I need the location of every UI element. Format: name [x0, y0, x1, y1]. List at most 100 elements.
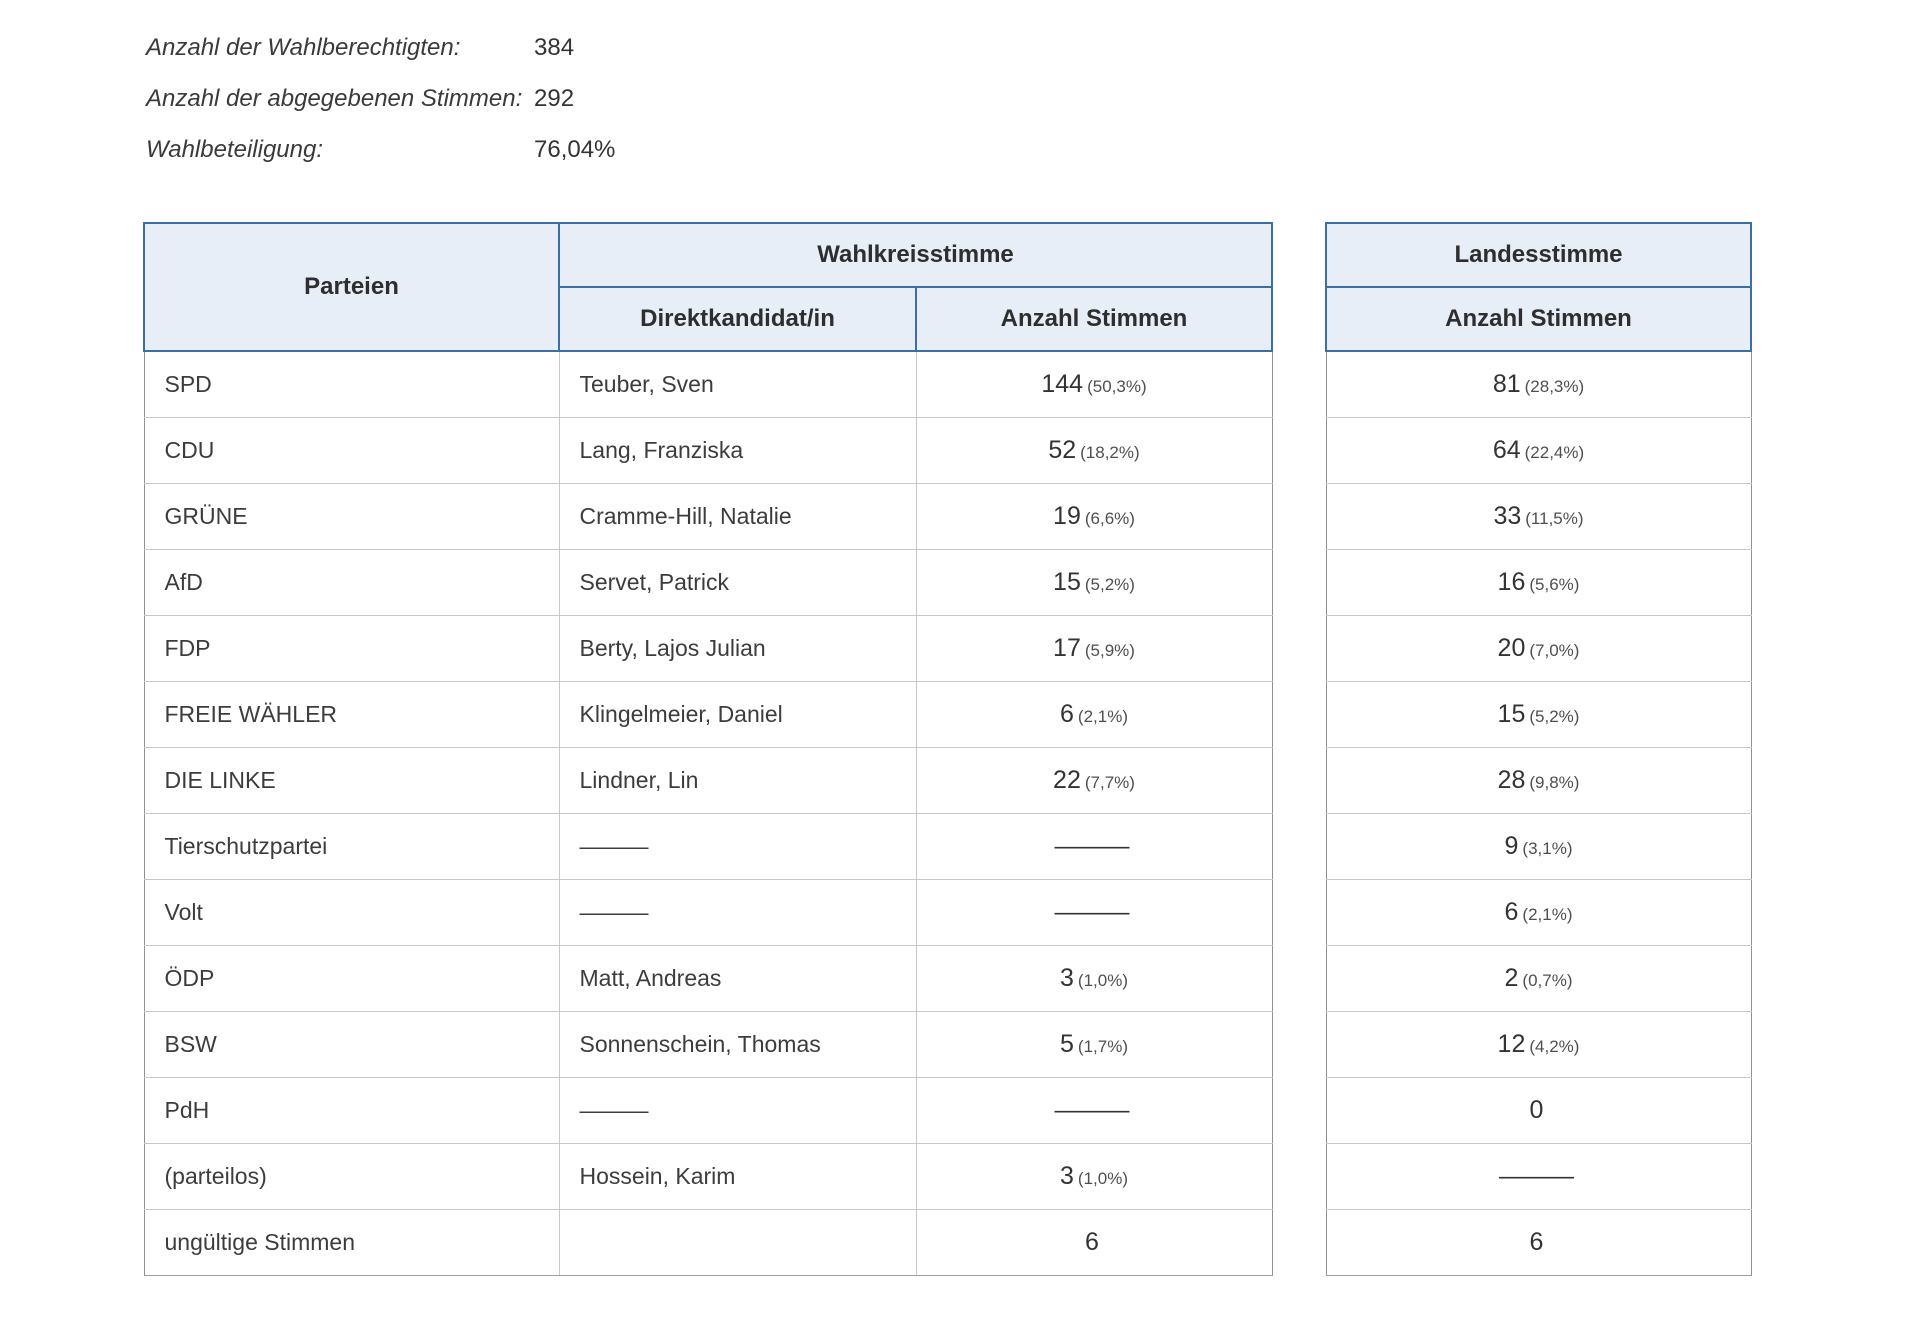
summary-stats: Anzahl der Wahlberechtigten: 384 Anzahl …	[146, 22, 615, 175]
party-name: FREIE WÄHLER	[143, 680, 560, 748]
ls-vote-count: 15	[1497, 699, 1526, 728]
ls-votes-cell: ———	[1325, 1142, 1752, 1210]
party-name: CDU	[143, 416, 560, 484]
ls-votes-cell: 20 (7,0%)	[1325, 614, 1752, 682]
wk-votes-cell: 6	[915, 1208, 1273, 1276]
wk-vote-count: 3	[1060, 963, 1074, 992]
wk-vote-count: 6	[1085, 1227, 1099, 1256]
wk-vote-percent: (1,7%)	[1077, 1036, 1128, 1056]
ls-vote-count: 81	[1492, 369, 1521, 398]
wk-votes-cell: 5 (1,7%)	[915, 1010, 1273, 1078]
landesstimme-table-row: ———	[1325, 1142, 1752, 1210]
ls-vote-percent: (2,1%)	[1522, 904, 1573, 924]
wahlkreis-table-row: FDP Berty, Lajos Julian 17 (5,9%)	[143, 614, 1273, 682]
party-name: (parteilos)	[143, 1142, 560, 1210]
candidate-name: Matt, Andreas	[558, 944, 917, 1012]
candidate-name: Sonnenschein, Thomas	[558, 1010, 917, 1078]
stat-row-wahlbeteiligung: Wahlbeteiligung: 76,04%	[146, 124, 615, 175]
wahlkreis-table-row: BSW Sonnenschein, Thomas 5 (1,7%)	[143, 1010, 1273, 1078]
wahlkreis-table-row: GRÜNE Cramme-Hill, Natalie 19 (6,6%)	[143, 482, 1273, 550]
landesstimme-table-row: 2 (0,7%)	[1325, 944, 1752, 1012]
candidate-name	[558, 1208, 917, 1276]
wahlkreis-table-row: Tierschutzpartei ——— ———	[143, 812, 1273, 880]
candidate-name: ———	[558, 878, 917, 946]
wk-votes-cell: 3 (1,0%)	[915, 944, 1273, 1012]
ls-vote-percent: (5,2%)	[1529, 706, 1580, 726]
ls-votes-cell: 33 (11,5%)	[1325, 482, 1752, 550]
wahlkreis-table-row: FREIE WÄHLER Klingelmeier, Daniel 6 (2,1%…	[143, 680, 1273, 748]
candidate-name: Hossein, Karim	[558, 1142, 917, 1210]
stat-label-wahlbeteiligung: Wahlbeteiligung:	[146, 135, 324, 163]
wahlkreis-table-row: Volt ——— ———	[143, 878, 1273, 946]
wk-vote-count: ———	[1054, 1095, 1130, 1124]
landesstimme-table-row: 20 (7,0%)	[1325, 614, 1752, 682]
wk-vote-percent: (5,9%)	[1084, 640, 1135, 660]
stat-label-wahlberechtigte: Anzahl der Wahlberechtigten:	[146, 33, 461, 61]
wahlkreis-table-row: CDU Lang, Franziska 52 (18,2%)	[143, 416, 1273, 484]
landesstimme-table-row: 6 (2,1%)	[1325, 878, 1752, 946]
wk-vote-count: 17	[1053, 633, 1081, 662]
wk-vote-count: 52	[1048, 435, 1077, 464]
ls-vote-count: 2	[1504, 963, 1519, 992]
wk-vote-count: 5	[1060, 1029, 1074, 1058]
wk-vote-count: 19	[1053, 501, 1081, 530]
party-name: DIE LINKE	[143, 746, 560, 814]
wk-vote-percent: (7,7%)	[1084, 772, 1135, 792]
party-name: SPD	[143, 350, 560, 418]
party-name: AfD	[143, 548, 560, 616]
stat-value-wahlbeteiligung: 76,04%	[534, 135, 616, 163]
wk-vote-count: 22	[1053, 765, 1081, 794]
candidate-name: Teuber, Sven	[558, 350, 917, 418]
wk-vote-percent: (5,2%)	[1084, 574, 1135, 594]
header-wahlkreisstimme: Wahlkreisstimme	[558, 222, 1273, 288]
ls-votes-cell: 2 (0,7%)	[1325, 944, 1752, 1012]
wahlkreis-table-row: PdH ——— ———	[143, 1076, 1273, 1144]
wk-vote-count: 3	[1060, 1161, 1074, 1190]
header-direktkandidat: Direktkandidat/in	[558, 286, 917, 352]
wk-vote-count: 15	[1053, 567, 1081, 596]
wahlkreis-table-row: SPD Teuber, Sven 144 (50,3%)	[143, 350, 1273, 418]
ls-vote-count: 9	[1504, 831, 1519, 860]
wk-votes-cell: ———	[915, 878, 1273, 946]
wk-vote-percent: (1,0%)	[1077, 1168, 1128, 1188]
ls-vote-count: ———	[1499, 1161, 1574, 1190]
party-name: ÖDP	[143, 944, 560, 1012]
header-parteien: Parteien	[143, 222, 560, 352]
wahlkreis-table-row: (parteilos) Hossein, Karim 3 (1,0%)	[143, 1142, 1273, 1210]
wk-votes-cell: 15 (5,2%)	[915, 548, 1273, 616]
landesstimme-table-row: 0	[1325, 1076, 1752, 1144]
wahlkreisstimme-table: Parteien Wahlkreisstimme Direktkandidat/…	[143, 222, 1273, 1276]
ls-votes-cell: 9 (3,1%)	[1325, 812, 1752, 880]
candidate-name: Klingelmeier, Daniel	[558, 680, 917, 748]
candidate-name: Servet, Patrick	[558, 548, 917, 616]
wahlkreis-table-row: DIE LINKE Lindner, Lin 22 (7,7%)	[143, 746, 1273, 814]
ls-votes-cell: 28 (9,8%)	[1325, 746, 1752, 814]
landesstimme-table-row: 15 (5,2%)	[1325, 680, 1752, 748]
candidate-name: Lindner, Lin	[558, 746, 917, 814]
wk-votes-cell: 17 (5,9%)	[915, 614, 1273, 682]
header-landesstimme: Landesstimme	[1325, 222, 1752, 288]
party-name: ungültige Stimmen	[143, 1208, 560, 1276]
wk-vote-percent: (6,6%)	[1084, 508, 1135, 528]
party-name: FDP	[143, 614, 560, 682]
party-name: GRÜNE	[143, 482, 560, 550]
stat-row-abgegebene-stimmen: Anzahl der abgegebenen Stimmen: 292	[146, 73, 615, 124]
wk-votes-cell: ———	[915, 1076, 1273, 1144]
party-name: PdH	[143, 1076, 560, 1144]
ls-vote-percent: (22,4%)	[1524, 442, 1585, 462]
party-name: BSW	[143, 1010, 560, 1078]
candidate-name: Berty, Lajos Julian	[558, 614, 917, 682]
wk-votes-cell: 6 (2,1%)	[915, 680, 1273, 748]
ls-vote-percent: (0,7%)	[1522, 970, 1573, 990]
landesstimme-table-row: 28 (9,8%)	[1325, 746, 1752, 814]
ls-vote-count: 6	[1529, 1227, 1544, 1256]
wk-votes-cell: 52 (18,2%)	[915, 416, 1273, 484]
stat-label-abgegebene-stimmen: Anzahl der abgegebenen Stimmen:	[146, 84, 523, 112]
ls-vote-count: 20	[1497, 633, 1526, 662]
wk-vote-count: 144	[1041, 369, 1084, 398]
ls-votes-cell: 12 (4,2%)	[1325, 1010, 1752, 1078]
wk-vote-count: ———	[1054, 897, 1130, 926]
wahlkreis-table-row: AfD Servet, Patrick 15 (5,2%)	[143, 548, 1273, 616]
wk-vote-count: 6	[1060, 699, 1074, 728]
